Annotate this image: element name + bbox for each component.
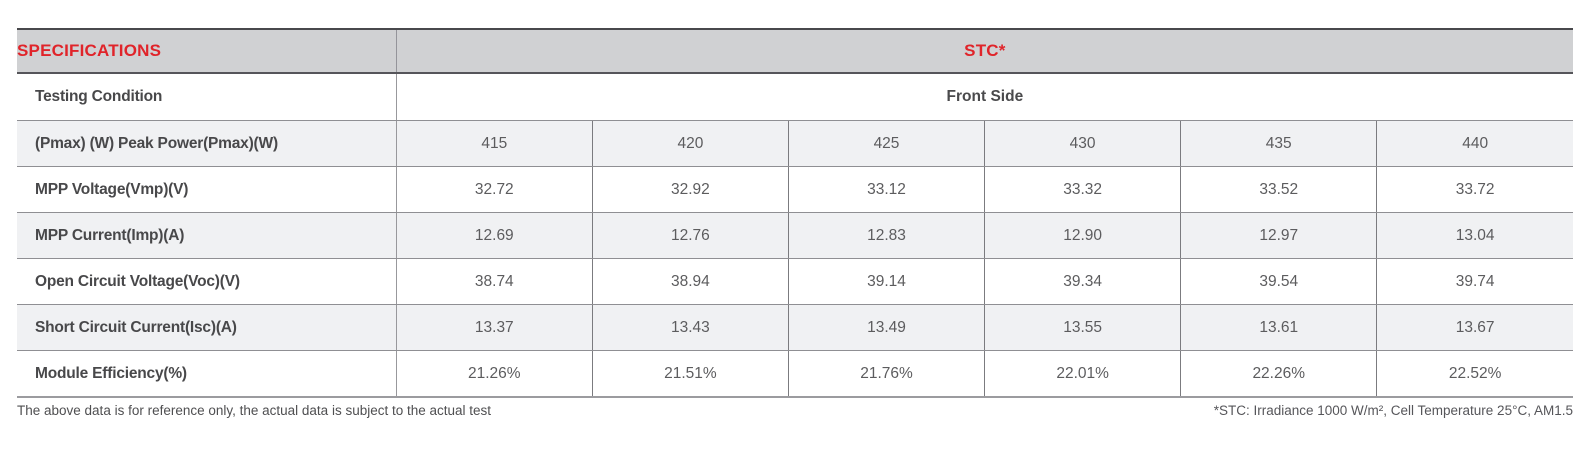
spec-value-cell: 435: [1180, 120, 1377, 167]
spec-value-cell: 32.92: [591, 166, 789, 213]
table-row-mpp-voltage: MPP Voltage(Vmp)(V) 32.72 32.92 33.12 33…: [17, 166, 1573, 213]
spec-value-cell: 13.04: [1376, 212, 1573, 259]
spec-value-cell: 39.14: [787, 258, 985, 305]
table-header-row: SPECIFICATIONS STC*: [17, 28, 1573, 74]
spec-value-cell: 420: [591, 120, 789, 167]
disclaimer-note: The above data is for reference only, th…: [17, 403, 492, 418]
spec-row-label: Short Circuit Current(Isc)(A): [17, 304, 397, 351]
specifications-header: SPECIFICATIONS: [17, 28, 397, 74]
spec-value-cell: 13.61: [1180, 304, 1377, 351]
spec-value-cell: 38.94: [591, 258, 789, 305]
spec-value-cell: 13.43: [591, 304, 789, 351]
spec-value-cell: 21.51%: [591, 350, 789, 398]
spec-row-label: (Pmax) (W) Peak Power(Pmax)(W): [17, 120, 397, 167]
spec-value-cell: 13.37: [395, 304, 593, 351]
spec-value-cell: 12.83: [787, 212, 985, 259]
spec-value-cell: 32.72: [395, 166, 593, 213]
spec-row-label: Open Circuit Voltage(Voc)(V): [17, 258, 397, 305]
specifications-table: SPECIFICATIONS STC* Testing Condition Fr…: [17, 28, 1573, 398]
table-row-open-circuit-voltage: Open Circuit Voltage(Voc)(V) 38.74 38.94…: [17, 258, 1573, 305]
spec-value-cell: 22.26%: [1180, 350, 1377, 398]
spec-value-cell: 38.74: [395, 258, 593, 305]
spec-value-cell: 33.12: [787, 166, 985, 213]
spec-value-cell: 415: [395, 120, 593, 167]
spec-row-label: Module Efficiency(%): [17, 350, 397, 398]
spec-value-cell: 430: [984, 120, 1181, 167]
spec-value-cell: 13.49: [787, 304, 985, 351]
spec-value-cell: 22.01%: [984, 350, 1181, 398]
spec-value-cell: 33.52: [1180, 166, 1377, 213]
spec-value-cell: 39.34: [984, 258, 1181, 305]
table-row-mpp-current: MPP Current(Imp)(A) 12.69 12.76 12.83 12…: [17, 212, 1573, 259]
spec-value-cell: 21.26%: [395, 350, 593, 398]
spec-value-cell: 39.54: [1180, 258, 1377, 305]
spec-value-cell: 22.52%: [1376, 350, 1573, 398]
table-row-module-efficiency: Module Efficiency(%) 21.26% 21.51% 21.76…: [17, 350, 1573, 398]
spec-value-cell: 13.55: [984, 304, 1181, 351]
stc-definition-note: *STC: Irradiance 1000 W/m², Cell Tempera…: [1213, 403, 1573, 418]
spec-value-cell: 12.90: [984, 212, 1181, 259]
spec-value-cell: 12.69: [395, 212, 593, 259]
spec-value-cell: 21.76%: [787, 350, 985, 398]
spec-value-cell: 33.72: [1376, 166, 1573, 213]
specifications-table-container: SPECIFICATIONS STC* Testing Condition Fr…: [17, 28, 1573, 398]
stc-header: STC*: [396, 28, 1573, 74]
spec-value-cell: 33.32: [984, 166, 1181, 213]
spec-value-cell: 12.97: [1180, 212, 1377, 259]
spec-value-cell: 13.67: [1376, 304, 1573, 351]
table-row-short-circuit-current: Short Circuit Current(Isc)(A) 13.37 13.4…: [17, 304, 1573, 351]
front-side-value: Front Side: [396, 73, 1573, 121]
testing-condition-label: Testing Condition: [17, 73, 397, 121]
spec-row-label: MPP Voltage(Vmp)(V): [17, 166, 397, 213]
spec-row-label: MPP Current(Imp)(A): [17, 212, 397, 259]
spec-value-cell: 440: [1376, 120, 1573, 167]
footer-notes: The above data is for reference only, th…: [17, 402, 1573, 420]
table-row-peak-power: (Pmax) (W) Peak Power(Pmax)(W) 415 420 4…: [17, 120, 1573, 167]
testing-condition-row: Testing Condition Front Side: [17, 73, 1573, 121]
spec-value-cell: 12.76: [591, 212, 789, 259]
spec-value-cell: 39.74: [1376, 258, 1573, 305]
spec-value-cell: 425: [787, 120, 985, 167]
